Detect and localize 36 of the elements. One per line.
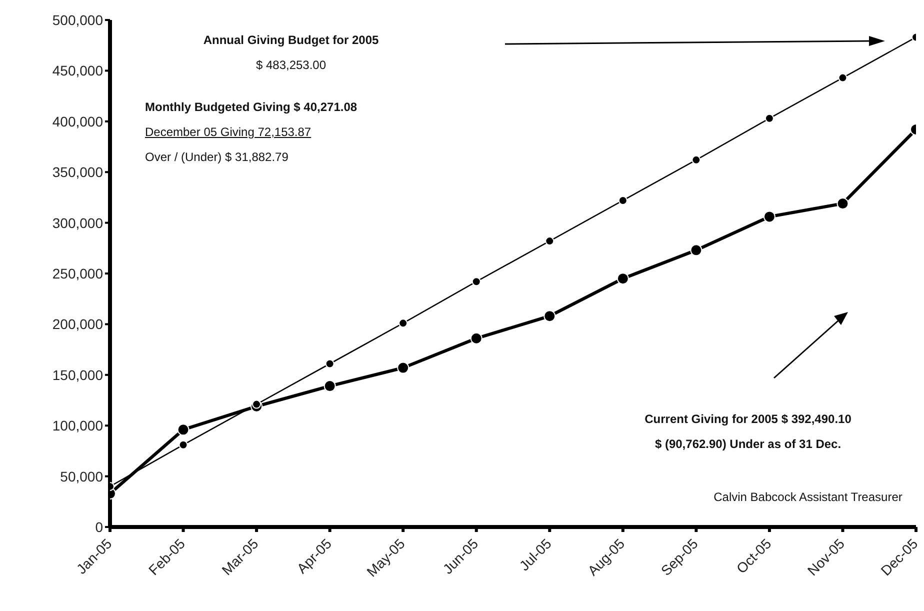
point: [764, 114, 774, 123]
annotation: December 05 Giving 72,153.87: [145, 124, 312, 140]
point: [690, 244, 702, 256]
annotation: Monthly Budgeted Giving $ 40,271.08: [145, 99, 358, 115]
y-tick-label: 50,000: [60, 468, 104, 484]
y-tick-label: 450,000: [52, 62, 104, 79]
y-tick-label: 150,000: [52, 366, 104, 383]
point: [836, 198, 849, 210]
y-tick-label: 0: [95, 518, 104, 535]
point: [692, 155, 701, 164]
point: [325, 359, 334, 368]
y-tick-label: 400,000: [52, 113, 104, 130]
point: [252, 400, 262, 409]
y-tick-label: 100,000: [52, 418, 104, 434]
point: [472, 277, 481, 286]
point: [838, 73, 848, 82]
annotation: Current Giving for 2005 $ 392,490.10: [644, 411, 852, 427]
point: [177, 424, 190, 436]
y-tick-label: 300,000: [52, 214, 104, 231]
y-tick-label: 250,000: [52, 265, 104, 282]
y-tick-label: 350,000: [52, 164, 104, 180]
annotation: Annual Giving Budget for 2005: [203, 32, 379, 48]
point: [544, 310, 556, 322]
annotation: Over / (Under) $ 31,882.79: [145, 149, 288, 165]
y-tick-label: 200,000: [52, 316, 104, 332]
annotation: $ 483,253.00: [256, 57, 326, 73]
point: [398, 318, 408, 328]
point: [470, 332, 482, 344]
point: [178, 440, 188, 450]
point: [397, 362, 410, 374]
annotation: Calvin Babcock Assistant Treasurer: [714, 489, 902, 505]
point: [763, 210, 776, 223]
point: [324, 380, 336, 392]
annotation: $ (90,762.90) Under as of 31 Dec.: [654, 436, 842, 452]
y-tick-label: 500,000: [52, 12, 104, 28]
point: [616, 272, 629, 285]
